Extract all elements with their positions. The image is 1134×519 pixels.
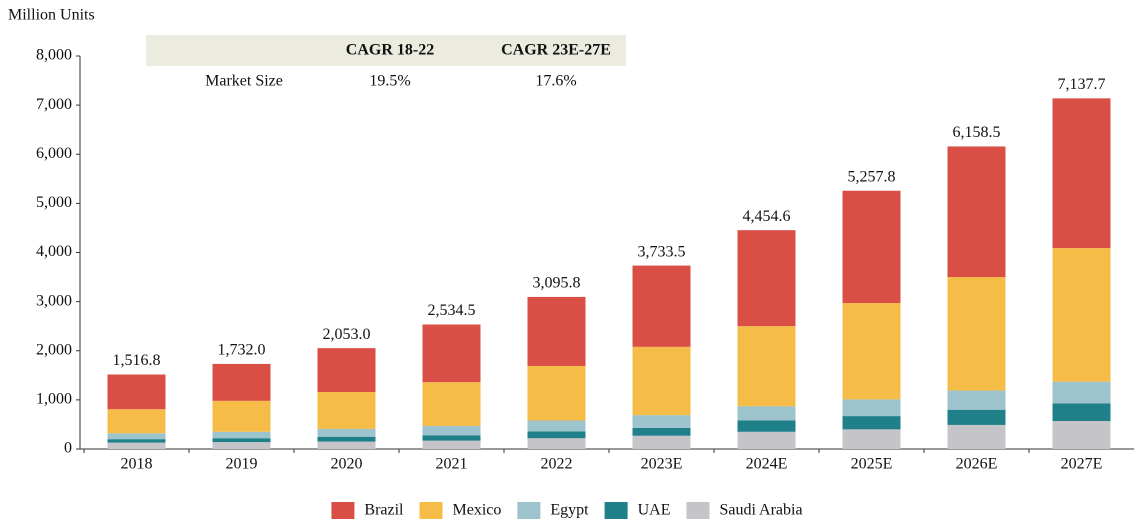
total-label: 2,053.0 bbox=[323, 326, 371, 343]
bar-segment bbox=[737, 431, 796, 449]
bar-segment bbox=[842, 303, 901, 400]
total-label: 3,733.5 bbox=[638, 243, 686, 260]
x-tick-label: 2024E bbox=[746, 456, 788, 473]
table-cell: 17.6% bbox=[535, 73, 576, 90]
table-header: CAGR 18-22 bbox=[346, 42, 434, 59]
x-tick-label: 2027E bbox=[1061, 456, 1103, 473]
bar-segment bbox=[107, 374, 166, 410]
y-tick-label: 1,000 bbox=[36, 391, 72, 408]
bar-segment bbox=[317, 441, 376, 449]
total-label: 4,454.6 bbox=[743, 208, 791, 225]
bar-segment bbox=[632, 346, 691, 416]
bar-segment bbox=[842, 429, 901, 449]
bar-segment bbox=[107, 409, 166, 434]
bar-segment bbox=[527, 420, 586, 432]
bar-segment bbox=[212, 431, 271, 439]
legend-swatch bbox=[419, 502, 443, 519]
table-row-label: Market Size bbox=[205, 73, 283, 90]
y-tick-label: 2,000 bbox=[36, 341, 72, 358]
total-label: 1,516.8 bbox=[113, 352, 161, 369]
bar-segment bbox=[527, 296, 586, 366]
x-tick-label: 2025E bbox=[851, 456, 893, 473]
bar-segment bbox=[317, 348, 376, 393]
bar-segment bbox=[317, 392, 376, 429]
x-tick-label: 2022 bbox=[541, 456, 573, 473]
y-axis-label: Million Units bbox=[8, 7, 95, 24]
bar-segment bbox=[737, 406, 796, 421]
legend-label: Egypt bbox=[550, 502, 589, 519]
table-cell: 19.5% bbox=[369, 73, 410, 90]
x-tick-label: 2023E bbox=[641, 456, 683, 473]
bar-segment bbox=[317, 436, 376, 442]
legend-swatch bbox=[331, 502, 355, 519]
total-label: 5,257.8 bbox=[848, 168, 896, 185]
legend-label: UAE bbox=[638, 502, 671, 519]
bar-segment bbox=[842, 190, 901, 304]
y-tick-label: 3,000 bbox=[36, 292, 72, 309]
bar-segment bbox=[107, 442, 166, 449]
x-tick-label: 2019 bbox=[226, 456, 258, 473]
bar-segment bbox=[1052, 98, 1111, 249]
bar-segment bbox=[632, 415, 691, 428]
table-header: CAGR 23E-27E bbox=[501, 42, 611, 59]
bar-segment bbox=[527, 431, 586, 439]
y-tick-label: 8,000 bbox=[36, 47, 72, 64]
bar-segment bbox=[947, 409, 1006, 425]
total-label: 2,534.5 bbox=[428, 302, 476, 319]
x-tick-label: 2020 bbox=[331, 456, 363, 473]
total-label: 3,095.8 bbox=[533, 275, 581, 292]
bar-segment bbox=[1052, 248, 1111, 382]
bar-segment bbox=[212, 400, 271, 432]
legend-swatch bbox=[686, 502, 710, 519]
bar-segment bbox=[422, 440, 481, 449]
legend-swatch bbox=[604, 502, 628, 519]
bar-segment bbox=[107, 433, 166, 440]
bar-segment bbox=[212, 438, 271, 443]
total-label: 7,137.7 bbox=[1058, 76, 1106, 93]
bar-segment bbox=[212, 442, 271, 449]
bar-segment bbox=[212, 363, 271, 401]
y-tick-label: 7,000 bbox=[36, 96, 72, 113]
bar-segment bbox=[1052, 381, 1111, 404]
bar-segment bbox=[842, 399, 901, 417]
legend-label: Saudi Arabia bbox=[719, 502, 802, 519]
bar-segment bbox=[737, 326, 796, 407]
x-tick-label: 2021 bbox=[436, 456, 468, 473]
legend-label: Brazil bbox=[364, 502, 404, 519]
bar-segment bbox=[632, 427, 691, 436]
y-tick-label: 4,000 bbox=[36, 243, 72, 260]
bar-segment bbox=[1052, 420, 1111, 449]
bar-segment bbox=[737, 230, 796, 327]
bar-segment bbox=[1052, 403, 1111, 421]
x-tick-label: 2026E bbox=[956, 456, 998, 473]
bar-segment bbox=[842, 416, 901, 430]
x-tick-label: 2018 bbox=[121, 456, 153, 473]
bar-segment bbox=[317, 428, 376, 437]
bar-segment bbox=[422, 425, 481, 436]
bar-segment bbox=[107, 439, 166, 443]
bar-segment bbox=[422, 382, 481, 426]
total-label: 1,732.0 bbox=[218, 342, 266, 359]
legend-swatch bbox=[517, 502, 541, 519]
bar-segment bbox=[947, 390, 1006, 410]
bar-segment bbox=[527, 365, 586, 421]
bar-segment bbox=[422, 324, 481, 383]
bar-segment bbox=[422, 435, 481, 441]
y-tick-label: 0 bbox=[64, 440, 72, 457]
bar-segment bbox=[632, 435, 691, 449]
y-tick-label: 6,000 bbox=[36, 145, 72, 162]
table-header-bg bbox=[146, 35, 626, 66]
bar-segment bbox=[737, 420, 796, 432]
bar-segment bbox=[947, 146, 1006, 278]
bar-segment bbox=[527, 438, 586, 449]
bar-segment bbox=[947, 277, 1006, 391]
bar-segment bbox=[947, 424, 1006, 449]
y-tick-label: 5,000 bbox=[36, 194, 72, 211]
total-label: 6,158.5 bbox=[953, 124, 1001, 141]
bar-segment bbox=[632, 265, 691, 347]
legend-label: Mexico bbox=[453, 502, 502, 519]
